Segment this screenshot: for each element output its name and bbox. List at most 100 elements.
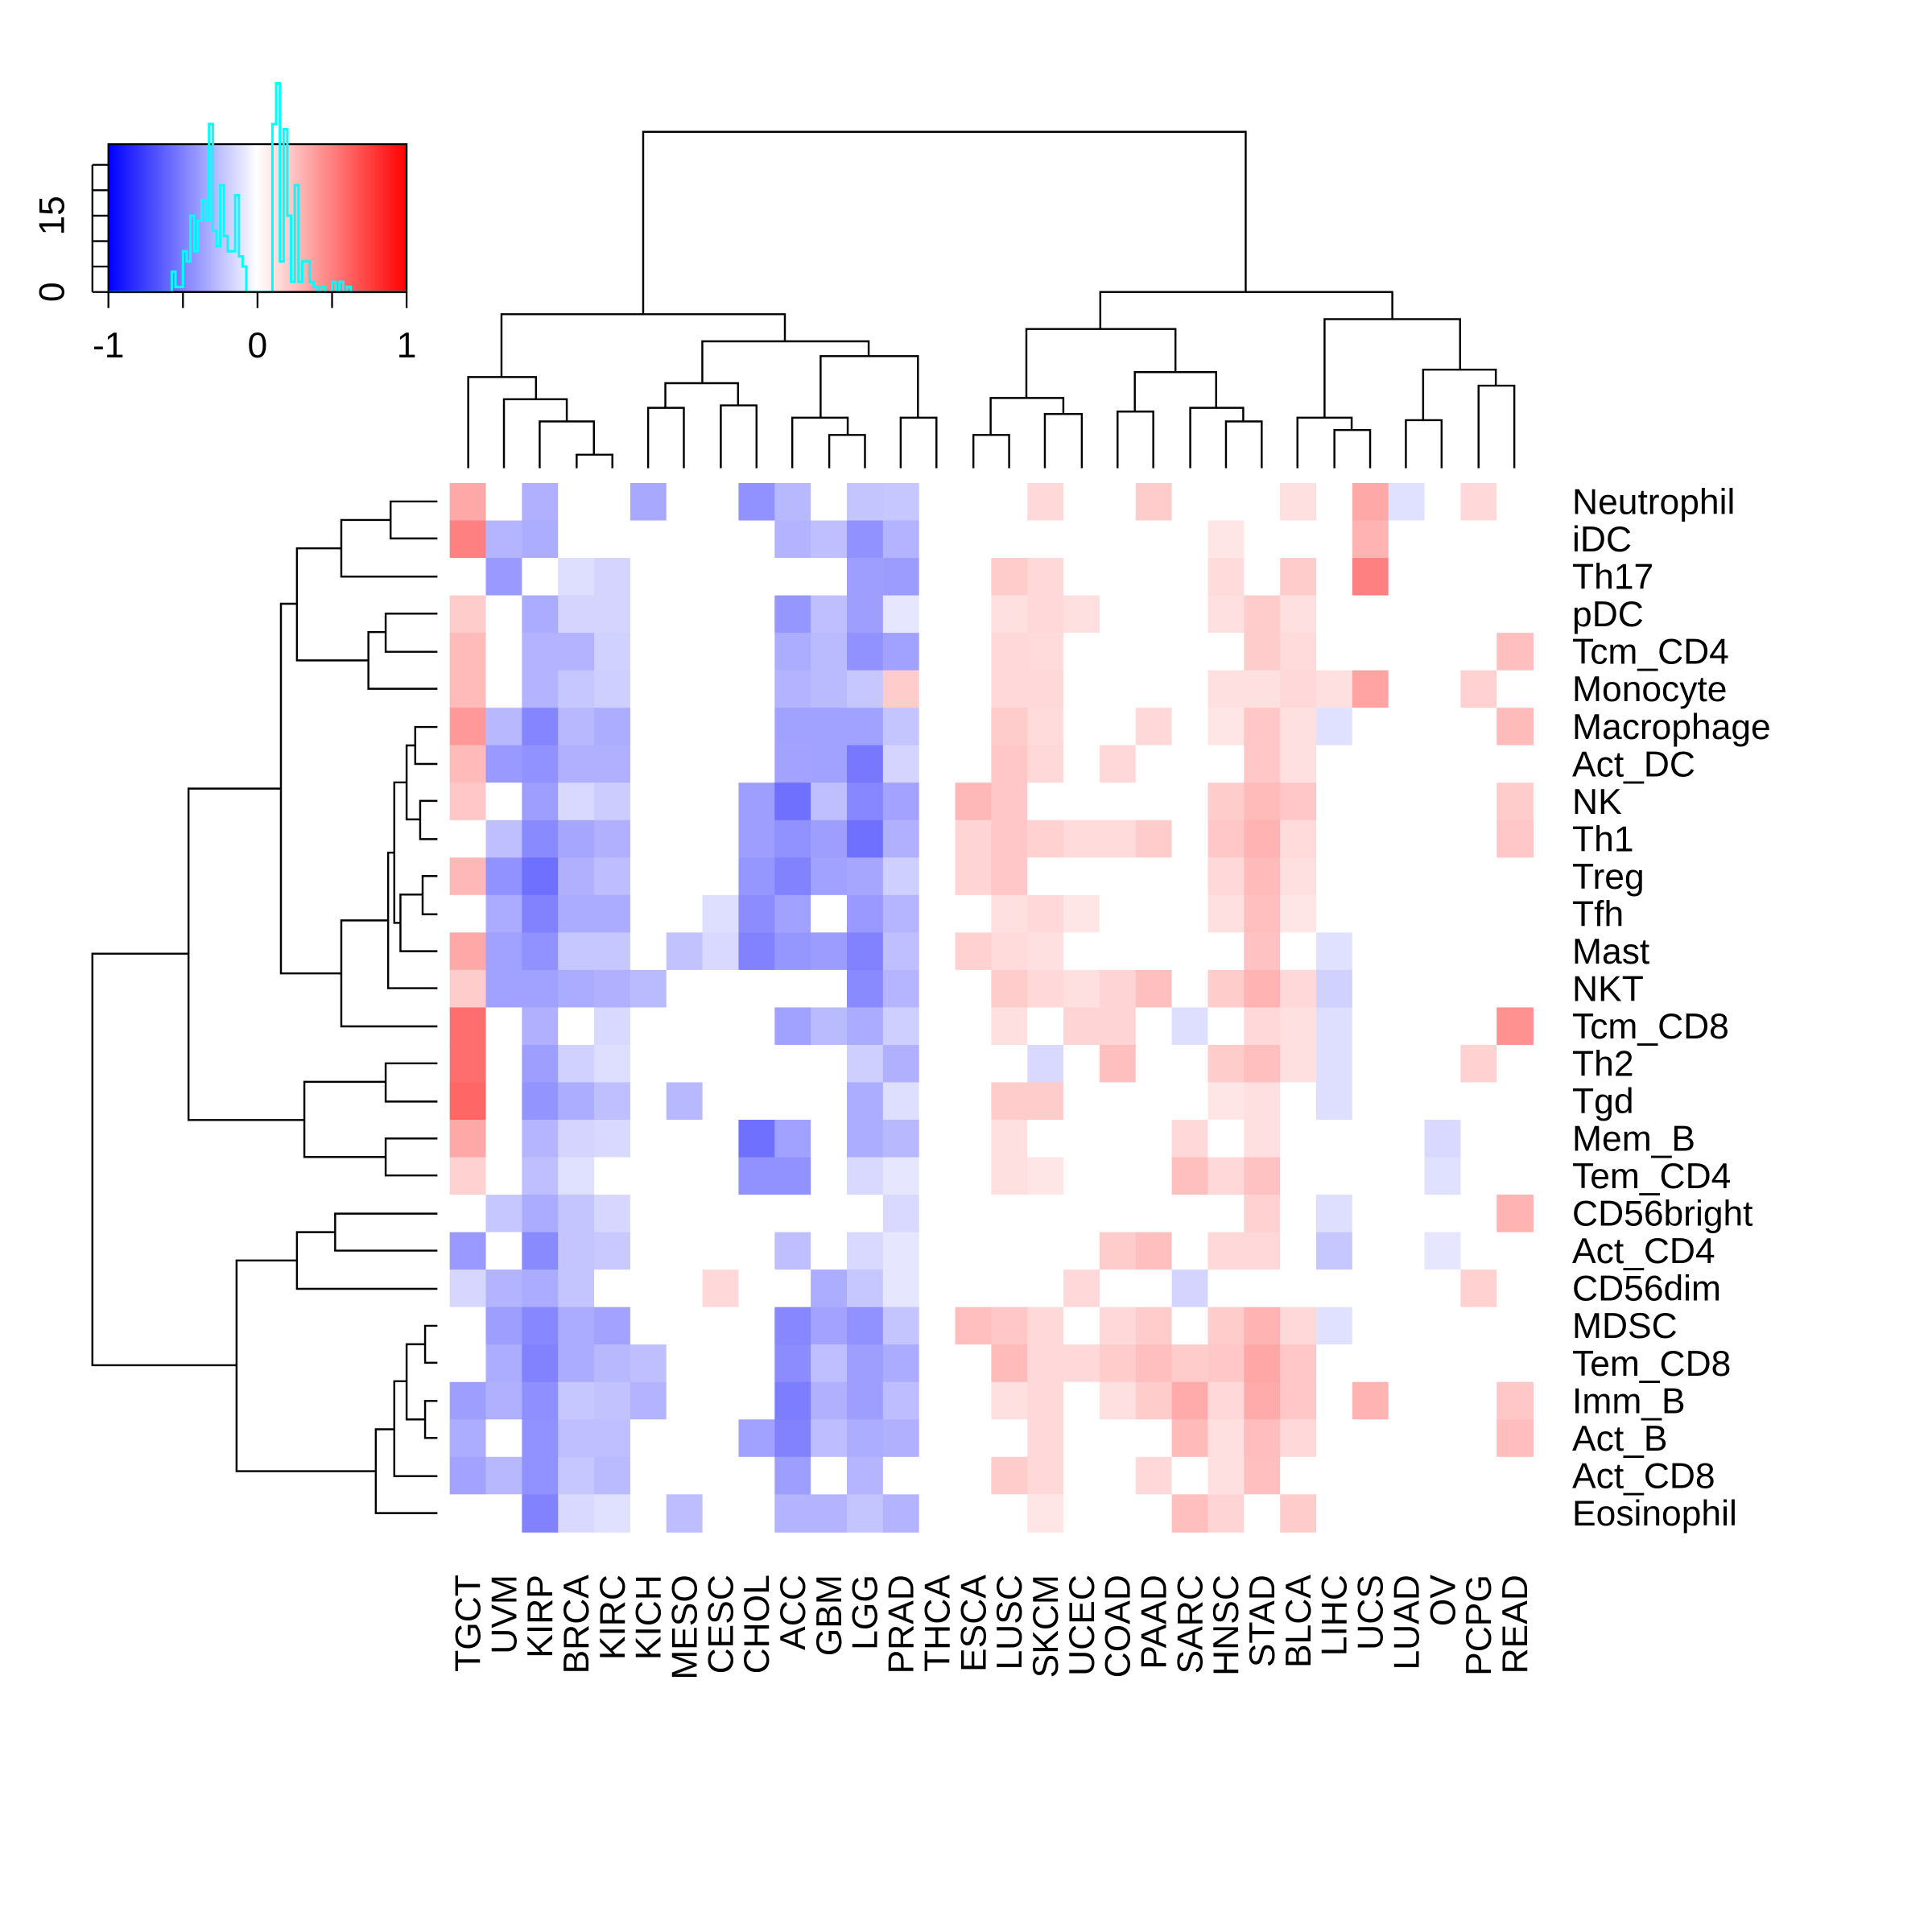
heatmap-cell-NK-OV — [1424, 782, 1462, 821]
heatmap-cell-Th17-READ — [1496, 558, 1534, 597]
heatmap-cell-CD56bright-UCEC — [1063, 1195, 1100, 1233]
heatmap-cell-Act_DC-CESC — [702, 745, 740, 784]
heatmap-cell-MDSC-BRCA — [558, 1307, 595, 1346]
heatmap-cell-iDC-KIRP — [522, 520, 559, 559]
heatmap-cell-MDSC-CESC — [702, 1307, 740, 1346]
heatmap-cell-Imm_B-ESCA — [955, 1381, 993, 1421]
heatmap-cell-Th1-LIHC — [1315, 819, 1353, 859]
heatmap-cell-CD56bright-OV — [1424, 1195, 1462, 1233]
heatmap-cell-iDC-LUSC — [991, 520, 1029, 559]
heatmap-cell-Eosinophil-STAD — [1244, 1494, 1282, 1533]
heatmap-cell-pDC-UCEC — [1063, 595, 1100, 634]
heatmap-cell-Monocyte-OV — [1424, 670, 1462, 709]
heatmap-cell-Macrophage-STAD — [1244, 708, 1282, 746]
column-dendrogram-branch — [1224, 420, 1263, 469]
heatmap-cell-CD56dim-SARC — [1171, 1269, 1209, 1308]
row-dendrogram-branch — [399, 894, 438, 952]
heatmap-cell-Act_CD8-PCPG — [1460, 1456, 1498, 1496]
column-dendrogram-branch — [1323, 318, 1461, 418]
heatmap-cell-Imm_B-TGCT — [449, 1381, 487, 1421]
heatmap-cell-Imm_B-KIRP — [522, 1381, 559, 1421]
heatmap-cell-NKT-LUSC — [991, 969, 1029, 1009]
heatmap-cell-Tfh-SKCM — [1027, 894, 1064, 934]
heatmap-cell-Monocyte-GBM — [811, 670, 848, 709]
heatmap-cell-NK-ESCA — [955, 782, 993, 821]
heatmap-cell-Neutrophil-LUSC — [991, 483, 1029, 522]
heatmap-cell-Th1-LUAD — [1388, 819, 1426, 859]
heatmap-cell-pDC-TGCT — [449, 595, 487, 634]
heatmap-cell-Act_B-KIRP — [522, 1419, 559, 1458]
heatmap-cell-MDSC-LIHC — [1315, 1307, 1353, 1346]
heatmap-cell-Act_CD4-UCS — [1352, 1232, 1389, 1271]
heatmap-cell-pDC-PRAD — [882, 595, 920, 634]
heatmap-cell-Act_B-GBM — [811, 1419, 848, 1458]
heatmap-cell-Tcm_CD8-KICH — [630, 1007, 667, 1046]
heatmap-cell-Tgd-SARC — [1171, 1082, 1209, 1121]
heatmap-cell-Tcm_CD4-PAAD — [1135, 633, 1173, 671]
heatmap-cell-Imm_B-UCEC — [1063, 1381, 1100, 1421]
heatmap-cell-Treg-HNSC — [1208, 857, 1245, 896]
heatmap-cell-CD56dim-ESCA — [955, 1269, 993, 1308]
heatmap-cell-CD56bright-COAD — [1099, 1195, 1137, 1233]
column-dendrogram-branch — [646, 407, 685, 469]
heatmap-cell-Th17-UVM — [485, 558, 523, 597]
heatmap-cell-Act_CD8-SKCM — [1027, 1456, 1064, 1496]
heatmap-cell-Tcm_CD4-UCS — [1352, 633, 1389, 671]
heatmap-cell-Tcm_CD4-LUAD — [1388, 633, 1426, 671]
heatmap-cell-Th17-PAAD — [1135, 558, 1173, 597]
heatmap-cell-NKT-READ — [1496, 969, 1534, 1009]
heatmap-cell-Act_CD4-CHOL — [738, 1232, 776, 1271]
column-label: HNSC — [1207, 1575, 1246, 1676]
heatmap-cell-Imm_B-LUAD — [1388, 1381, 1426, 1421]
heatmap-cell-Eosinophil-READ — [1496, 1494, 1534, 1533]
heatmap-cell-Act_DC-KIRC — [594, 745, 631, 784]
heatmap-cell-Mem_B-PAAD — [1135, 1120, 1173, 1158]
row-dendrogram-branch — [235, 1259, 376, 1472]
heatmap-cell-Tem_CD4-STAD — [1244, 1157, 1282, 1195]
column-dendrogram-branch — [819, 355, 919, 418]
heatmap-cell-Tcm_CD4-HNSC — [1208, 633, 1245, 671]
column-label: LUSC — [990, 1575, 1030, 1670]
heatmap-cell-Act_DC-PCPG — [1460, 745, 1498, 784]
heatmap-cell-CD56dim-KIRP — [522, 1269, 559, 1308]
row-labels: NeutrophiliDCTh17pDCTcm_CD4MonocyteMacro… — [1572, 483, 1771, 1534]
heatmap-cell-CD56dim-TGCT — [449, 1269, 487, 1308]
heatmap-cell-Tcm_CD4-KICH — [630, 633, 667, 671]
heatmap-cell-Neutrophil-HNSC — [1208, 483, 1245, 522]
heatmap-cell-CD56bright-GBM — [811, 1195, 848, 1233]
heatmap-cell-Act_B-ESCA — [955, 1419, 993, 1458]
column-dendrogram-branch — [899, 416, 938, 469]
heatmap-cell-Eosinophil-ESCA — [955, 1494, 993, 1533]
heatmap-cell-Act_CD8-THCA — [919, 1456, 956, 1496]
column-label: ACC — [774, 1575, 813, 1650]
heatmap-cell-Tfh-CHOL — [738, 894, 776, 934]
heatmap-cell-Tcm_CD8-GBM — [811, 1007, 848, 1046]
heatmap-cell-CD56bright-PRAD — [882, 1195, 920, 1233]
heatmap-cell-NKT-ESCA — [955, 969, 993, 1009]
heatmap-cell-Tfh-MESO — [666, 894, 704, 934]
heatmap-cell-Th2-ESCA — [955, 1044, 993, 1084]
heatmap-cell-NKT-GBM — [811, 969, 848, 1009]
heatmap-cell-Macrophage-PCPG — [1460, 708, 1498, 746]
heatmap-cell-NKT-LGG — [846, 969, 884, 1009]
heatmap-cell-Th17-BLCA — [1280, 558, 1317, 597]
heatmap-cell-pDC-COAD — [1099, 595, 1137, 634]
heatmap-cell-Tem_CD4-GBM — [811, 1157, 848, 1195]
heatmap-cell-Act_DC-UCS — [1352, 745, 1389, 784]
heatmap-cell-Tcm_CD8-MESO — [666, 1007, 704, 1046]
heatmap-cell-Act_DC-OV — [1424, 745, 1462, 784]
heatmap-cell-Act_DC-ACC — [774, 745, 812, 784]
heatmap-cell-Act_B-SARC — [1171, 1419, 1209, 1458]
column-dendrogram — [467, 130, 1516, 469]
row-dendrogram-branch — [423, 1400, 438, 1439]
heatmap-cell-Tem_CD8-ESCA — [955, 1344, 993, 1383]
heatmap-cell-Act_B-LGG — [846, 1419, 884, 1458]
heatmap-cell-Tem_CD8-KIRC — [594, 1344, 631, 1383]
heatmap-cell-Eosinophil-LIHC — [1315, 1494, 1353, 1533]
heatmap-cell-Act_DC-BLCA — [1280, 745, 1317, 784]
heatmap-cell-Neutrophil-MESO — [666, 483, 704, 522]
heatmap-cell-Tgd-TGCT — [449, 1082, 487, 1121]
heatmap-cell-Tem_CD8-OV — [1424, 1344, 1462, 1383]
heatmap-cell-NKT-ACC — [774, 969, 812, 1009]
heatmap-cell-NKT-UCS — [1352, 969, 1389, 1009]
